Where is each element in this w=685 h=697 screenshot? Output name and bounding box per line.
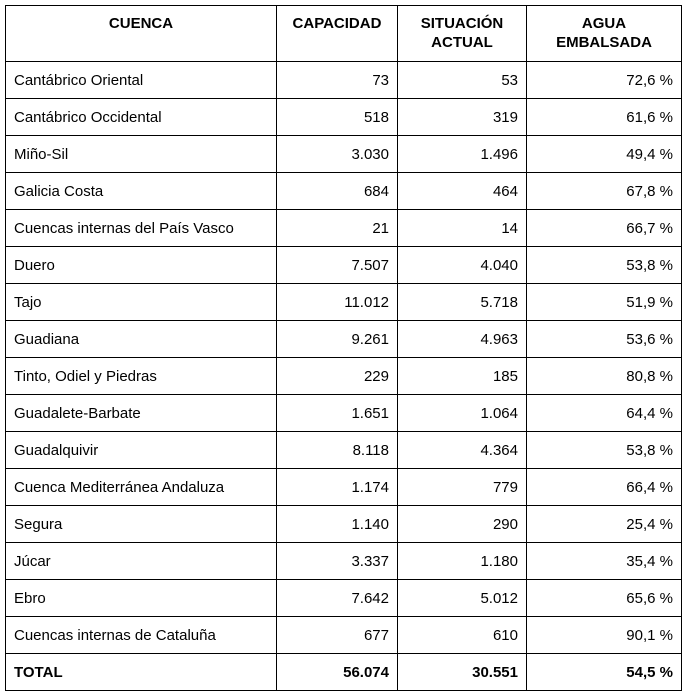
total-row: TOTAL 56.074 30.551 54,5 % bbox=[5, 653, 682, 691]
cell-agua: 61,6 % bbox=[526, 98, 682, 136]
cell-situacion: 4.364 bbox=[397, 431, 527, 469]
cell-capacidad: 9.261 bbox=[276, 320, 398, 358]
cell-cuenca: Cuenca Mediterránea Andaluza bbox=[5, 468, 277, 506]
cell-capacidad: 3.030 bbox=[276, 135, 398, 173]
cell-agua: 72,6 % bbox=[526, 61, 682, 99]
cell-capacidad: 1.651 bbox=[276, 394, 398, 432]
cell-agua: 51,9 % bbox=[526, 283, 682, 321]
cell-capacidad: 684 bbox=[276, 172, 398, 210]
cell-cuenca: Duero bbox=[5, 246, 277, 284]
table-row: Cuenca Mediterránea Andaluza 1.174 779 66,4… bbox=[5, 468, 682, 506]
table-row: Júcar 3.337 1.180 35,4 % bbox=[5, 542, 682, 580]
table-row: Cantábrico Oriental 73 53 72,6 % bbox=[5, 61, 682, 99]
cell-cuenca: TOTAL bbox=[5, 653, 277, 691]
table-row: Cuencas internas del País Vasco 21 14 66,7 … bbox=[5, 209, 682, 247]
cell-cuenca: Cantábrico Oriental bbox=[5, 61, 277, 99]
cell-agua: 49,4 % bbox=[526, 135, 682, 173]
cell-situacion: 319 bbox=[397, 98, 527, 136]
cell-cuenca: Tajo bbox=[5, 283, 277, 321]
cell-capacidad: 229 bbox=[276, 357, 398, 395]
cell-situacion: 1.496 bbox=[397, 135, 527, 173]
cell-cuenca: Galicia Costa bbox=[5, 172, 277, 210]
header-row: CUENCA CAPACIDAD SITUACIÓN ACTUAL AGUA E… bbox=[5, 5, 682, 62]
cell-capacidad: 1.140 bbox=[276, 505, 398, 543]
cell-situacion: 610 bbox=[397, 616, 527, 654]
cell-capacidad: 1.174 bbox=[276, 468, 398, 506]
cell-capacidad: 56.074 bbox=[276, 653, 398, 691]
cell-cuenca: Segura bbox=[5, 505, 277, 543]
cell-capacidad: 21 bbox=[276, 209, 398, 247]
header-cuenca: CUENCA bbox=[5, 5, 277, 62]
cell-capacidad: 518 bbox=[276, 98, 398, 136]
table-row: Segura 1.140 290 25,4 % bbox=[5, 505, 682, 543]
table-row: Ebro 7.642 5.012 65,6 % bbox=[5, 579, 682, 617]
table-row: Miño-Sil 3.030 1.496 49,4 % bbox=[5, 135, 682, 173]
cell-cuenca: Guadalete-Barbate bbox=[5, 394, 277, 432]
cell-capacidad: 7.507 bbox=[276, 246, 398, 284]
table-row: Duero 7.507 4.040 53,8 % bbox=[5, 246, 682, 284]
table-row: Cuencas internas de Cataluña 677 610 90,1 % bbox=[5, 616, 682, 654]
cell-cuenca: Cantábrico Occidental bbox=[5, 98, 277, 136]
cell-situacion: 5.012 bbox=[397, 579, 527, 617]
cell-agua: 35,4 % bbox=[526, 542, 682, 580]
cell-agua: 53,8 % bbox=[526, 246, 682, 284]
cell-situacion: 290 bbox=[397, 505, 527, 543]
cell-cuenca: Cuencas internas de Cataluña bbox=[5, 616, 277, 654]
cell-capacidad: 677 bbox=[276, 616, 398, 654]
cell-situacion: 4.963 bbox=[397, 320, 527, 358]
cell-capacidad: 3.337 bbox=[276, 542, 398, 580]
table-row: Guadalete-Barbate 1.651 1.064 64,4 % bbox=[5, 394, 682, 432]
reservoir-table: CUENCA CAPACIDAD SITUACIÓN ACTUAL AGUA E… bbox=[5, 5, 682, 691]
table-row: Guadiana 9.261 4.963 53,6 % bbox=[5, 320, 682, 358]
cell-situacion: 53 bbox=[397, 61, 527, 99]
header-capacidad: CAPACIDAD bbox=[276, 5, 398, 62]
cell-situacion: 464 bbox=[397, 172, 527, 210]
cell-situacion: 1.064 bbox=[397, 394, 527, 432]
table-row: Guadalquivir 8.118 4.364 53,8 % bbox=[5, 431, 682, 469]
cell-cuenca: Cuencas internas del País Vasco bbox=[5, 209, 277, 247]
cell-agua: 66,4 % bbox=[526, 468, 682, 506]
header-agua: AGUA EMBALSADA bbox=[526, 5, 682, 62]
cell-agua: 64,4 % bbox=[526, 394, 682, 432]
cell-capacidad: 73 bbox=[276, 61, 398, 99]
cell-cuenca: Tinto, Odiel y Piedras bbox=[5, 357, 277, 395]
cell-situacion: 4.040 bbox=[397, 246, 527, 284]
cell-situacion: 5.718 bbox=[397, 283, 527, 321]
cell-cuenca: Guadiana bbox=[5, 320, 277, 358]
cell-agua: 80,8 % bbox=[526, 357, 682, 395]
cell-situacion: 1.180 bbox=[397, 542, 527, 580]
table-row: Tinto, Odiel y Piedras 229 185 80,8 % bbox=[5, 357, 682, 395]
cell-agua: 25,4 % bbox=[526, 505, 682, 543]
cell-capacidad: 8.118 bbox=[276, 431, 398, 469]
cell-agua: 65,6 % bbox=[526, 579, 682, 617]
cell-agua: 67,8 % bbox=[526, 172, 682, 210]
cell-situacion: 779 bbox=[397, 468, 527, 506]
cell-cuenca: Miño-Sil bbox=[5, 135, 277, 173]
cell-situacion: 14 bbox=[397, 209, 527, 247]
table-row: Tajo 11.012 5.718 51,9 % bbox=[5, 283, 682, 321]
cell-situacion: 185 bbox=[397, 357, 527, 395]
cell-capacidad: 11.012 bbox=[276, 283, 398, 321]
table-row: Cantábrico Occidental 518 319 61,6 % bbox=[5, 98, 682, 136]
cell-capacidad: 7.642 bbox=[276, 579, 398, 617]
cell-agua: 54,5 % bbox=[526, 653, 682, 691]
cell-agua: 53,6 % bbox=[526, 320, 682, 358]
cell-agua: 53,8 % bbox=[526, 431, 682, 469]
cell-agua: 66,7 % bbox=[526, 209, 682, 247]
cell-cuenca: Júcar bbox=[5, 542, 277, 580]
cell-cuenca: Ebro bbox=[5, 579, 277, 617]
cell-situacion: 30.551 bbox=[397, 653, 527, 691]
cell-cuenca: Guadalquivir bbox=[5, 431, 277, 469]
header-situacion: SITUACIÓN ACTUAL bbox=[397, 5, 527, 62]
table-row: Galicia Costa 684 464 67,8 % bbox=[5, 172, 682, 210]
cell-agua: 90,1 % bbox=[526, 616, 682, 654]
